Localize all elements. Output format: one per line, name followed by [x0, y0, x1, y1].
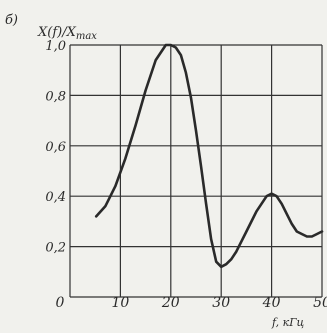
series-line — [94, 43, 324, 269]
x-tick-label: 0 — [56, 295, 65, 311]
panel-label: б) — [5, 13, 18, 28]
x-tick-labels: 0 10 20 30 40 50 — [56, 295, 327, 311]
y-axis-title: X(f)/Xmax — [37, 25, 97, 42]
x-tick-label: 10 — [111, 295, 129, 311]
grid — [69, 44, 323, 298]
y-tick-label: 1,0 — [45, 39, 66, 54]
y-axis-title-main: X(f)/X — [37, 25, 77, 40]
x-tick-label: 50 — [313, 295, 327, 311]
y-tick-label: 0,6 — [45, 140, 66, 155]
x-tick-label: 40 — [262, 295, 281, 311]
x-axis-title: f, кГц — [271, 316, 305, 329]
y-tick-label: 0,4 — [45, 190, 66, 205]
y-tick-label: 0,8 — [45, 89, 66, 104]
y-tick-label: 0,2 — [45, 241, 66, 256]
x-tick-label: 20 — [161, 295, 180, 311]
x-tick-label: 30 — [212, 295, 230, 311]
y-axis-title-subscript: max — [76, 31, 97, 42]
y-tick-labels: 0,2 0,4 0,6 0,8 1,0 — [45, 39, 66, 256]
